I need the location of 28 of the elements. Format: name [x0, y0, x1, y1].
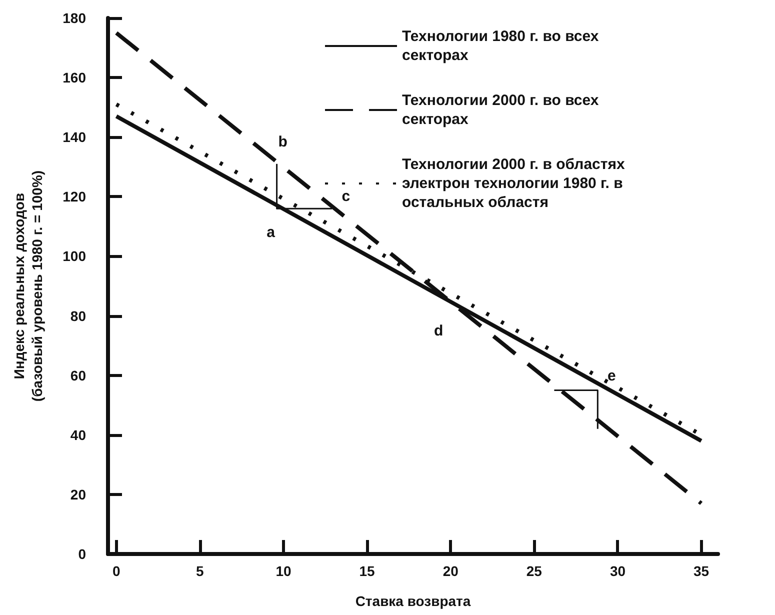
x-tick-label: 20	[442, 563, 459, 579]
annotation: e	[608, 368, 616, 385]
x-tick-label: 30	[610, 563, 626, 579]
y-tick-label: 160	[62, 70, 86, 86]
x-tick-label: 10	[276, 563, 292, 579]
y-tick-label: 120	[62, 188, 86, 205]
x-axis-title: Ставка возврата	[355, 593, 471, 609]
y-tick-label: 80	[70, 308, 86, 324]
y-axis-title: Индекс реальных доходов (базовый уровень 1980 г. = 100%)	[11, 170, 45, 402]
legend-label: Технологии 2000 г. во всех секторах	[402, 92, 603, 128]
y-tick-label: 140	[62, 129, 86, 146]
x-tick-label: 5	[196, 563, 204, 579]
annotation: c	[342, 188, 350, 206]
x-tick-label: 35	[694, 563, 710, 579]
x-tick-label: 0	[112, 563, 120, 579]
annotation: b	[278, 133, 288, 150]
y-tick-label: 40	[70, 426, 86, 443]
legend-label: Технологии 1980 г. во всех секторах	[402, 28, 603, 64]
x-tick-label: 15	[359, 563, 376, 579]
y-tick-label: 60	[70, 367, 86, 384]
y-tick-label: 20	[70, 486, 86, 502]
legend-label: Технологии 2000 г. в областях электрон технологии 1980 г. в остальных областя	[402, 156, 629, 211]
y-tick-label: 0	[78, 546, 86, 562]
annotation: a	[266, 224, 276, 242]
y-tick-label: 100	[62, 248, 86, 264]
x-tick-label: 25	[526, 563, 542, 579]
y-tick-label: 180	[62, 10, 86, 26]
annotation: d	[434, 322, 444, 340]
